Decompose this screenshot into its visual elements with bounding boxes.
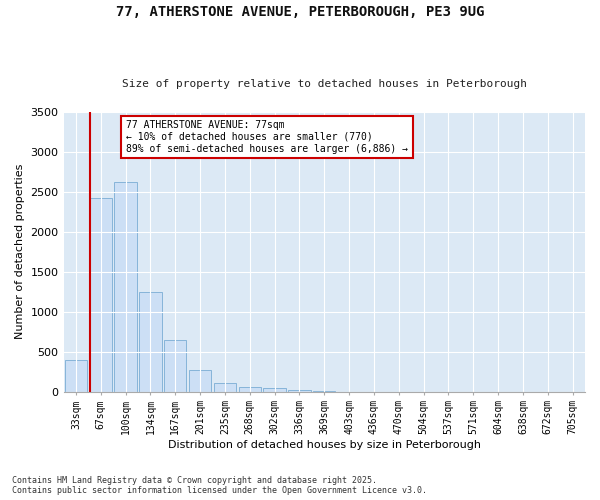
Bar	[89, 198, 112, 392]
Bar	[263, 388, 286, 392]
Bar	[139, 292, 161, 392]
Bar	[239, 387, 261, 392]
X-axis label: Distribution of detached houses by size in Peterborough: Distribution of detached houses by size …	[168, 440, 481, 450]
Text: 77, ATHERSTONE AVENUE, PETERBOROUGH, PE3 9UG: 77, ATHERSTONE AVENUE, PETERBOROUGH, PE3…	[116, 5, 484, 19]
Bar	[189, 370, 211, 392]
Bar	[214, 383, 236, 392]
Y-axis label: Number of detached properties: Number of detached properties	[15, 164, 25, 340]
Title: Size of property relative to detached houses in Peterborough: Size of property relative to detached ho…	[122, 79, 527, 89]
Text: 77 ATHERSTONE AVENUE: 77sqm
← 10% of detached houses are smaller (770)
89% of se: 77 ATHERSTONE AVENUE: 77sqm ← 10% of det…	[126, 120, 408, 154]
Bar	[65, 360, 87, 392]
Bar	[164, 340, 187, 392]
Bar	[115, 182, 137, 392]
Text: Contains HM Land Registry data © Crown copyright and database right 2025.
Contai: Contains HM Land Registry data © Crown c…	[12, 476, 427, 495]
Bar	[288, 390, 311, 392]
